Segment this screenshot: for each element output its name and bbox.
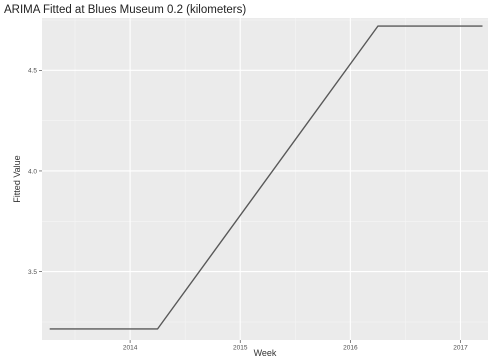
y-tick-label: 4.0 xyxy=(28,168,37,175)
x-tick-label: 2016 xyxy=(343,345,358,352)
x-tick-label: 2014 xyxy=(123,345,138,352)
major-gridlines xyxy=(42,18,488,340)
x-axis-title: Week xyxy=(254,348,277,358)
plot-panel xyxy=(42,18,488,340)
series-line xyxy=(49,25,483,330)
y-axis: 3.5 4.0 4.5 xyxy=(28,68,42,276)
y-tick-label: 3.5 xyxy=(28,269,37,276)
series-layer xyxy=(49,25,483,330)
chart-title: ARIMA Fitted at Blues Museum 0.2 (kilome… xyxy=(4,4,246,16)
y-tick-label: 4.5 xyxy=(28,68,37,75)
x-axis: 2014 2015 2016 2017 xyxy=(123,340,468,352)
x-tick-label: 2017 xyxy=(453,345,468,352)
y-axis-title: Fitted Value xyxy=(12,155,22,202)
minor-gridlines xyxy=(42,18,488,340)
x-tick-label: 2015 xyxy=(233,345,248,352)
